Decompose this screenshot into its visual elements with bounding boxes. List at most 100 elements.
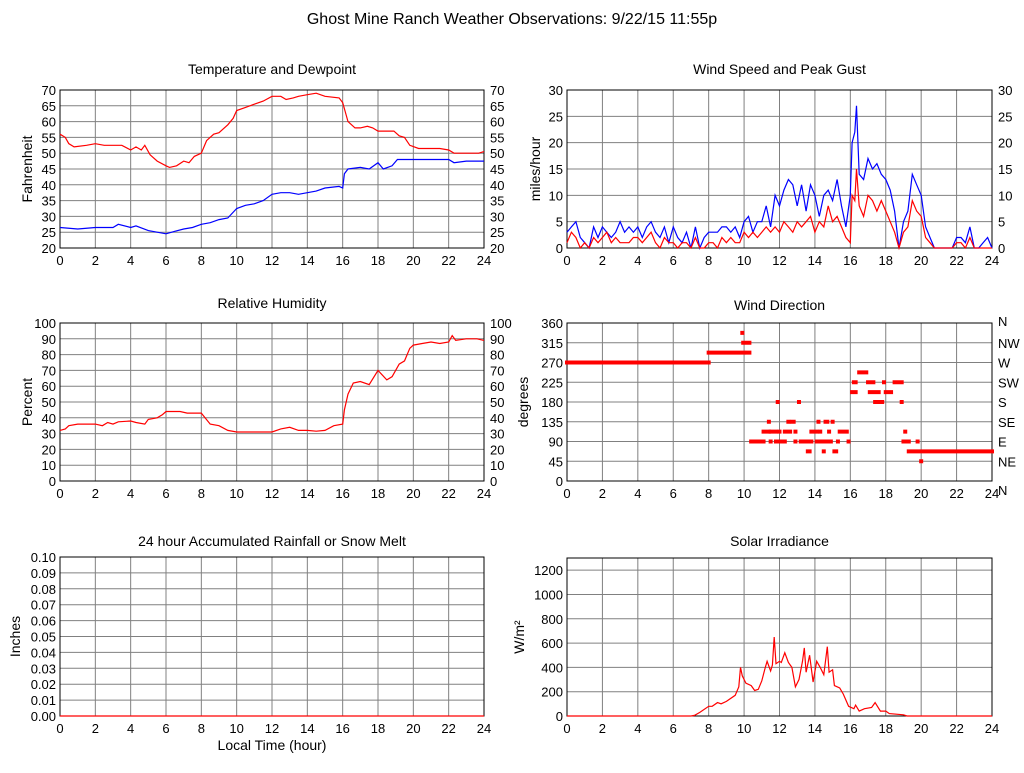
x-tick-label: 22 (949, 486, 963, 501)
x-tick-label: 20 (406, 721, 420, 736)
x-tick-label: 14 (300, 253, 314, 268)
y-tick-label: 0 (49, 474, 56, 489)
x-tick-label: 10 (737, 486, 751, 501)
x-tick-label: 24 (985, 253, 999, 268)
x-tick-label: 8 (705, 486, 712, 501)
x-tick-label: 14 (300, 721, 314, 736)
wind-direction-point (816, 419, 821, 424)
y-tick-label: 0.00 (31, 709, 56, 724)
x-tick-label: 24 (985, 486, 999, 501)
y-tick-label: 40 (42, 411, 56, 426)
x-tick-label: 6 (670, 486, 677, 501)
y-tick-label: 270 (541, 356, 563, 371)
x-tick-label: 6 (162, 486, 169, 501)
y-tick-label: 35 (42, 194, 56, 209)
wind-direction-point (873, 400, 885, 404)
wind-direction-point (740, 330, 745, 335)
wind-direction-point (565, 360, 711, 365)
x-tick-label: 10 (229, 486, 243, 501)
wind-direction-point (706, 350, 747, 355)
y-tick-label: 135 (541, 415, 563, 430)
x-tick-label: 12 (772, 253, 786, 268)
right-tick-label: 30 (490, 209, 504, 224)
plot-frame (566, 322, 993, 482)
y-tick-label: 90 (549, 435, 563, 450)
y-tick-label: 0.02 (31, 677, 56, 692)
x-tick-label: 6 (670, 253, 677, 268)
x-tick-label: 0 (563, 721, 570, 736)
right-tick-label: 50 (490, 146, 504, 161)
right-tick-label: 30 (490, 427, 504, 442)
right-tick-label: 45 (490, 162, 504, 177)
right-tick-label: N (998, 314, 1007, 329)
x-tick-label: 16 (335, 721, 349, 736)
y-tick-label: 25 (549, 109, 563, 124)
x-tick-label: 10 (229, 721, 243, 736)
x-tick-label: 12 (265, 253, 279, 268)
series-line-1 (59, 158, 484, 235)
right-tick-label: N (998, 483, 1007, 498)
wind-direction-point (766, 419, 771, 424)
x-tick-label: 22 (441, 486, 455, 501)
y-tick-label: 800 (541, 612, 563, 627)
x-tick-label: 2 (599, 486, 606, 501)
y-tick-label: 30 (42, 209, 56, 224)
plot-frame (566, 89, 993, 249)
wind-direction-point (837, 429, 849, 434)
wind-direction-point (881, 380, 886, 385)
x-tick-label: 4 (634, 721, 641, 736)
y-tick-label: 80 (42, 348, 56, 363)
y-tick-label: 0.09 (31, 566, 56, 581)
y-tick-label: 100 (34, 316, 56, 331)
wind-direction-point (823, 419, 830, 424)
y-tick-label: 20 (42, 442, 56, 457)
right-tick-label: 0 (490, 474, 497, 489)
x-tick-label: 16 (843, 253, 857, 268)
right-tick-label: SE (998, 415, 1016, 430)
y-axis-label: miles/hour (527, 136, 543, 201)
y-axis-label: degrees (515, 377, 531, 428)
x-tick-label: 22 (949, 721, 963, 736)
wind-direction-point (846, 439, 851, 444)
x-tick-label: 12 (265, 721, 279, 736)
series-line-0 (567, 636, 992, 717)
wind-direction-point (883, 390, 894, 395)
wind-direction-point (866, 380, 876, 385)
wind-direction-point (809, 439, 814, 444)
wind-direction-point (850, 390, 858, 395)
wind-direction-point (906, 449, 994, 454)
y-tick-label: 0.08 (31, 582, 56, 597)
x-tick-label: 8 (705, 253, 712, 268)
plot-frame (566, 557, 993, 717)
x-tick-label: 2 (599, 253, 606, 268)
right-tick-label: 60 (490, 115, 504, 130)
y-tick-label: 10 (42, 458, 56, 473)
x-tick-label: 24 (477, 253, 491, 268)
right-tick-label: S (998, 395, 1007, 410)
series-line-0 (59, 334, 485, 433)
wind-direction-point (835, 439, 840, 444)
right-tick-label: 90 (490, 332, 504, 347)
x-tick-label: 16 (843, 486, 857, 501)
x-tick-label: 16 (335, 486, 349, 501)
wind-direction-point (915, 439, 920, 444)
x-tick-label: 20 (914, 486, 928, 501)
x-tick-label: 20 (406, 253, 420, 268)
panel-title: Relative Humidity (218, 295, 327, 311)
right-tick-label: 15 (998, 162, 1012, 177)
chart-panel-4: 24 hour Accumulated Rainfall or Snow Mel… (7, 533, 491, 736)
wind-direction-point (796, 400, 801, 404)
right-tick-label: 60 (490, 379, 504, 394)
y-tick-label: 0.10 (31, 550, 56, 565)
wind-direction-point (798, 439, 810, 444)
right-tick-label: 65 (490, 99, 504, 114)
x-tick-label: 22 (441, 721, 455, 736)
y-tick-label: 40 (42, 178, 56, 193)
right-tick-label: 30 (998, 83, 1012, 98)
wind-direction-point (821, 449, 826, 454)
wind-direction-point (809, 429, 819, 434)
series-line-0 (59, 92, 485, 169)
wind-direction-point (901, 439, 911, 444)
wind-direction-point (775, 400, 780, 404)
